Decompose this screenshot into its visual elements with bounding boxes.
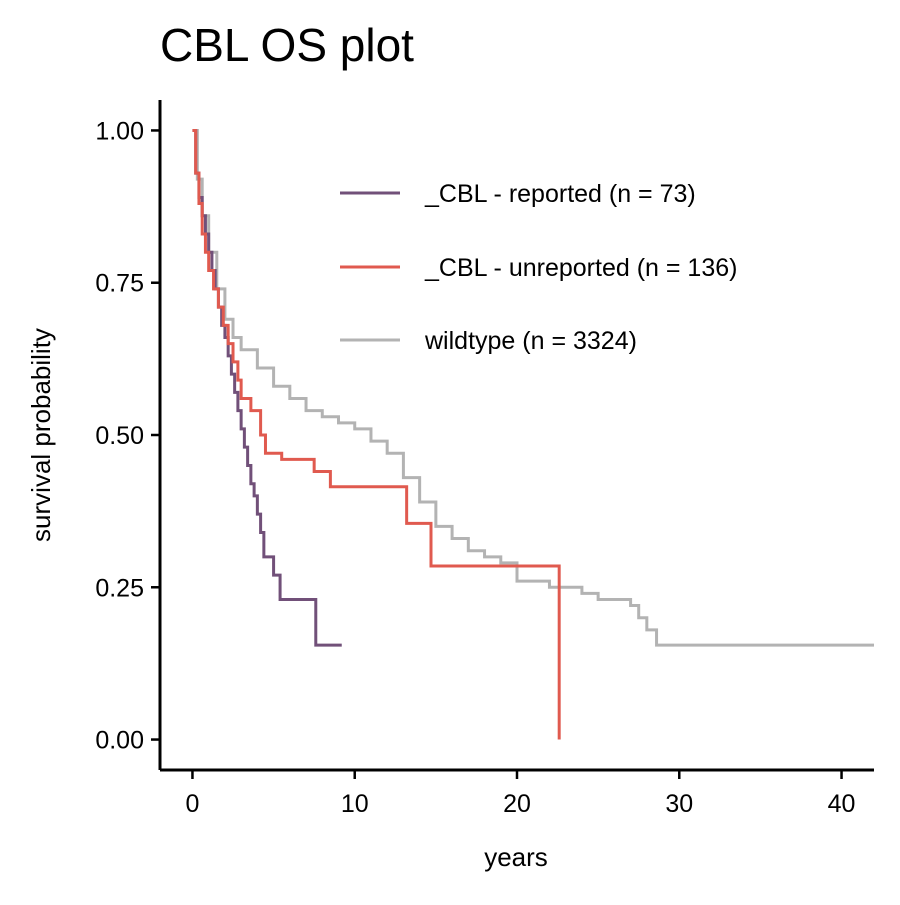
x-tick-label: 10 bbox=[341, 790, 369, 818]
x-tick-label: 40 bbox=[828, 790, 856, 818]
legend-label: wildtype (n = 3324) bbox=[424, 327, 637, 355]
y-tick-label: 0.00 bbox=[95, 727, 144, 755]
x-tick-label: 30 bbox=[665, 790, 693, 818]
x-tick-label: 0 bbox=[186, 790, 200, 818]
chart-title: CBL OS plot bbox=[160, 19, 414, 71]
y-tick-label: 1.00 bbox=[95, 117, 144, 145]
series-line-2 bbox=[192, 128, 874, 647]
y-tick-label: 0.50 bbox=[95, 422, 144, 450]
x-axis-label: years bbox=[484, 842, 548, 872]
y-axis-label: survival probability bbox=[26, 328, 56, 542]
axes: 0.00 0.25 0.50 0.75 1.00 0 10 20 30 40 bbox=[95, 100, 874, 818]
series-line-1 bbox=[192, 128, 561, 740]
y-tick-label: 0.75 bbox=[95, 270, 144, 298]
legend: _CBL - reported (n = 73) _CBL - unreporte… bbox=[340, 180, 737, 355]
series-line-0 bbox=[192, 128, 342, 647]
legend-label: _CBL - reported (n = 73) bbox=[424, 180, 696, 208]
series-layer bbox=[192, 128, 874, 740]
x-tick-label: 20 bbox=[503, 790, 531, 818]
y-tick-label: 0.25 bbox=[95, 574, 144, 602]
legend-label: _CBL - unreported (n = 136) bbox=[424, 254, 737, 282]
